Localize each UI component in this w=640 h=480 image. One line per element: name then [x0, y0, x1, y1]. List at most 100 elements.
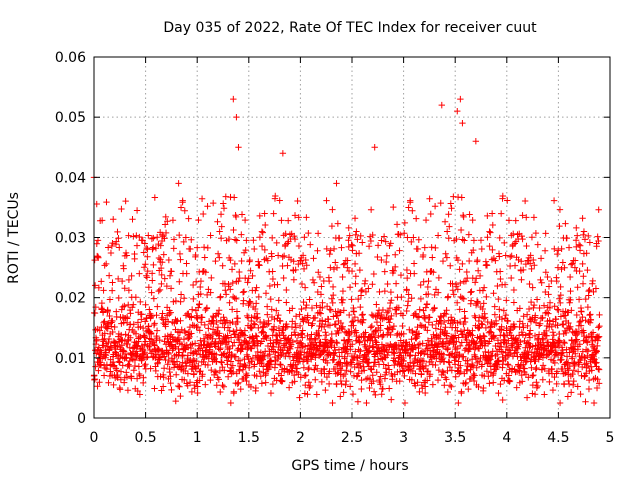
- data-point: [214, 218, 221, 225]
- data-point: [525, 351, 532, 359]
- data-point: [549, 329, 557, 336]
- data-point: [98, 278, 105, 285]
- data-point: [204, 203, 211, 210]
- data-point: [473, 275, 480, 282]
- data-point: [317, 291, 325, 298]
- data-point: [153, 234, 161, 241]
- data-point: [485, 359, 493, 367]
- data-point: [242, 246, 249, 254]
- x-tick-label: 3: [399, 430, 408, 446]
- data-point: [457, 362, 464, 369]
- data-point: [584, 362, 592, 370]
- data-point: [308, 304, 316, 312]
- data-point: [458, 294, 466, 302]
- data-point: [399, 322, 406, 330]
- data-point: [429, 254, 436, 261]
- data-point: [426, 195, 433, 202]
- data-point: [572, 337, 580, 345]
- data-point: [545, 291, 552, 298]
- data-point: [194, 244, 201, 251]
- data-point: [202, 269, 209, 276]
- data-point: [344, 350, 351, 357]
- data-point: [480, 315, 488, 322]
- data-point: [383, 309, 391, 316]
- x-tick-label: 2.5: [341, 430, 363, 446]
- data-point: [92, 363, 99, 370]
- data-point: [516, 305, 524, 312]
- data-point: [93, 240, 100, 247]
- data-point: [138, 311, 145, 318]
- data-point: [237, 360, 244, 368]
- data-point: [299, 327, 306, 334]
- data-point: [530, 301, 538, 309]
- data-point: [172, 297, 180, 305]
- data-point: [574, 368, 582, 375]
- data-point: [237, 385, 244, 393]
- data-point: [227, 256, 234, 264]
- data-point: [425, 290, 432, 298]
- data-point: [311, 314, 319, 321]
- data-point: [323, 332, 330, 339]
- data-point: [344, 257, 351, 264]
- y-tick-label: 0.05: [55, 110, 86, 126]
- data-point: [416, 306, 423, 313]
- data-point: [267, 389, 275, 397]
- data-point: [247, 267, 254, 274]
- data-point: [454, 327, 461, 335]
- data-point: [196, 327, 203, 334]
- data-point: [497, 210, 505, 217]
- data-point: [128, 272, 135, 280]
- data-point: [473, 364, 480, 371]
- data-point: [485, 373, 492, 380]
- data-point: [253, 284, 260, 291]
- data-point: [337, 359, 344, 366]
- data-point: [340, 261, 347, 268]
- data-point: [306, 336, 313, 344]
- data-point: [478, 245, 486, 253]
- data-point: [162, 229, 170, 237]
- data-point: [412, 370, 419, 377]
- data-point: [519, 320, 526, 327]
- data-point: [372, 337, 379, 345]
- data-point: [536, 304, 543, 312]
- data-point: [463, 268, 470, 276]
- data-point: [505, 361, 512, 369]
- data-point: [527, 298, 535, 306]
- data-point: [349, 247, 356, 254]
- data-point: [104, 306, 111, 314]
- data-point: [446, 223, 453, 230]
- y-tick-label: 0.01: [55, 351, 86, 367]
- data-point: [177, 363, 185, 370]
- data-point: [565, 377, 572, 385]
- y-axis-label: ROTI / TECUs: [6, 192, 22, 284]
- data-point: [180, 336, 188, 343]
- data-point: [267, 340, 274, 347]
- data-point: [215, 376, 222, 383]
- data-point: [177, 317, 184, 324]
- data-point: [431, 291, 438, 299]
- data-point: [305, 379, 313, 386]
- data-point: [380, 361, 387, 368]
- data-point: [183, 260, 190, 267]
- data-point: [266, 357, 274, 365]
- data-point: [143, 274, 151, 281]
- data-point: [177, 298, 184, 305]
- data-point: [502, 252, 509, 259]
- data-point: [334, 220, 342, 227]
- data-point: [267, 358, 275, 365]
- data-point: [200, 244, 208, 251]
- data-point: [167, 331, 175, 338]
- data-point: [198, 195, 206, 202]
- data-point: [567, 287, 574, 295]
- data-point: [373, 301, 380, 308]
- data-point: [337, 319, 345, 327]
- data-point: [367, 237, 375, 245]
- data-point: [304, 312, 311, 319]
- data-point: [504, 317, 511, 324]
- data-point: [596, 311, 603, 319]
- data-point: [263, 334, 270, 342]
- data-point: [377, 373, 384, 380]
- data-point: [209, 317, 216, 324]
- data-point: [353, 373, 361, 380]
- data-point: [408, 238, 415, 246]
